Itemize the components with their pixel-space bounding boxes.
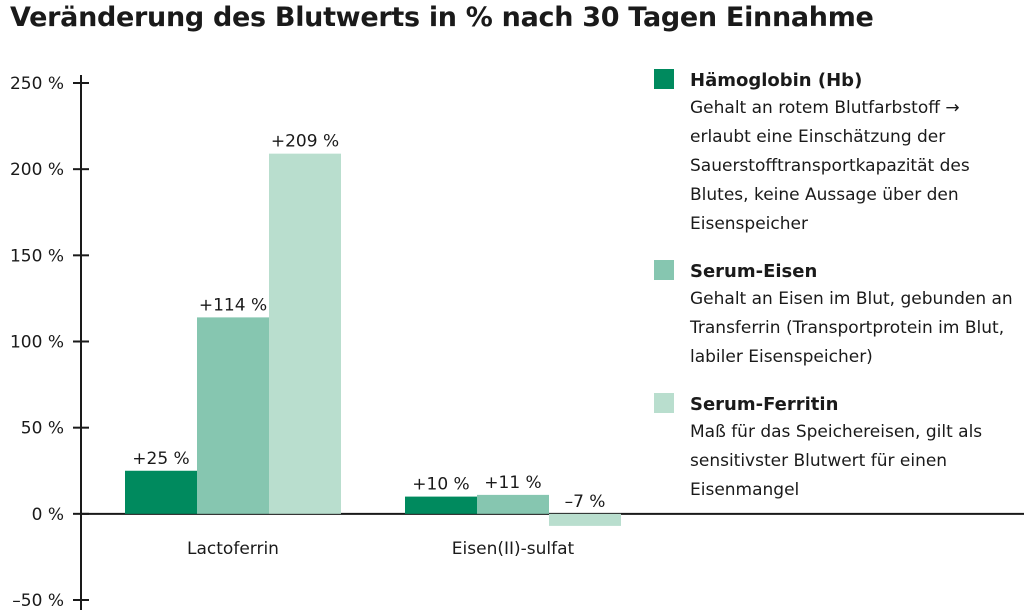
legend-name: Serum-Eisen — [690, 261, 818, 282]
chart-title: Veränderung des Blutwerts in % nach 30 T… — [10, 2, 874, 33]
x-category-label: Lactoferrin — [187, 539, 279, 559]
y-tick-label: 50 % — [21, 419, 64, 439]
legend-item-haemoglobin: Hämoglobin (Hb) Gehalt an rotem Blutfarb… — [654, 66, 1024, 239]
y-tick-label: –50 % — [12, 591, 64, 610]
bar — [125, 470, 197, 514]
legend-name: Serum-Ferritin — [690, 394, 839, 415]
legend-description: Maß für das Speichereisen, gilt als sens… — [690, 422, 983, 500]
data-label: +114 % — [199, 295, 267, 315]
y-tick-label: 200 % — [10, 160, 64, 180]
bar — [405, 496, 477, 514]
bar — [197, 317, 269, 514]
y-tick-label: 0 % — [32, 505, 64, 525]
data-label: +25 % — [132, 449, 189, 469]
data-label: –7 % — [565, 492, 606, 512]
bar — [269, 153, 341, 514]
legend-swatch-serum-eisen — [654, 260, 674, 280]
legend-item-serum-eisen: Serum-Eisen Gehalt an Eisen im Blut, geb… — [654, 257, 1024, 372]
data-label: +10 % — [412, 475, 469, 495]
y-tick-label: 150 % — [10, 246, 64, 266]
legend-description: Gehalt an rotem Blutfarbstoff → erlaubt … — [690, 98, 970, 234]
bar — [549, 513, 621, 526]
bar — [477, 494, 549, 514]
legend-item-serum-ferritin: Serum-Ferritin Maß für das Speichereisen… — [654, 390, 1024, 505]
legend-swatch-haemoglobin — [654, 69, 674, 89]
legend-swatch-serum-ferritin — [654, 393, 674, 413]
data-label: +11 % — [484, 473, 541, 493]
data-label: +209 % — [271, 132, 339, 152]
legend-name: Hämoglobin (Hb) — [690, 70, 863, 91]
legend: Hämoglobin (Hb) Gehalt an rotem Blutfarb… — [654, 66, 1024, 523]
legend-description: Gehalt an Eisen im Blut, gebunden an Tra… — [690, 289, 1013, 367]
x-category-label: Eisen(II)-sulfat — [452, 539, 575, 559]
y-tick-label: 100 % — [10, 333, 64, 353]
y-tick-label: 250 % — [10, 74, 64, 94]
